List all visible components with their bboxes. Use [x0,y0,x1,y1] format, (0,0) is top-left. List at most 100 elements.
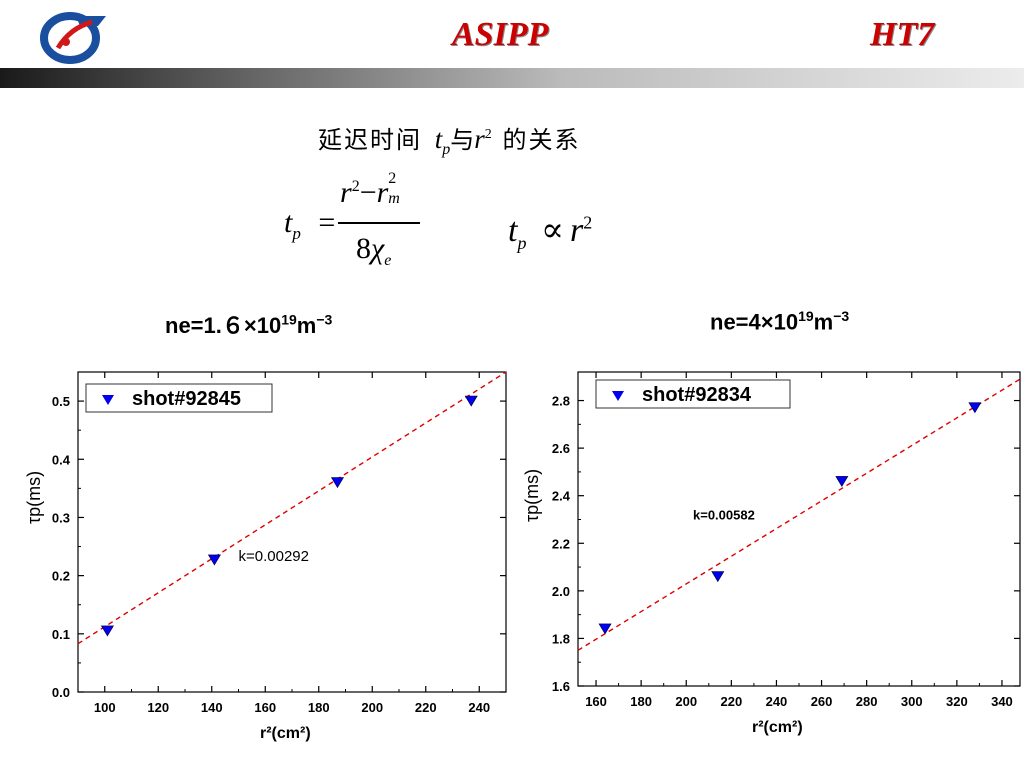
y-tick-label: 0.0 [52,685,70,700]
formula-equals: = [318,206,336,239]
fit-line [77,371,507,645]
x-tick-label: 280 [856,694,878,709]
legend-marker [612,391,624,401]
x-tick-label: 320 [946,694,968,709]
plot-frame [77,371,507,693]
header-title-right: HT7 [870,16,935,53]
heading-p: p [442,141,451,159]
formula-lhs-p: p [292,224,301,243]
data-point [100,625,114,637]
x-tick-label: 240 [766,694,788,709]
y-tick-label: 2.0 [552,584,570,599]
legend-box [85,383,273,413]
scatter-chart-left: 100 120 140 160 180 200 220 240 0.0 0.1 0.2 0.3 0.4 0… [24,371,507,742]
y-tick-label: 0.4 [52,452,71,467]
x-tick-label: 300 [901,694,923,709]
data-point [330,477,345,489]
formula-num-rm-sup: 2 [388,170,397,187]
density-label-left: ne=1.６×1019m−3 [165,308,332,340]
density-right-unit-exp: −3 [833,308,850,324]
x-tick-label: 200 [361,700,383,715]
density-right-exp: 19 [798,308,814,324]
scatter-chart-right: 160 180 200 220 240 260 280 300 320 340 1.6 1.8 2.0 2… [522,371,1021,736]
density-left-unit-exp: −3 [316,311,333,328]
formula-den-8: 8 [356,232,371,265]
formula-den-chi: χ [371,232,385,265]
x-tick-label: 200 [675,694,697,709]
density-right-unit: m [813,309,834,335]
data-point [598,623,612,635]
y-axis-label: τp(ms) [522,469,542,522]
formula-numerator: r2−r 2 m [340,170,402,210]
legend-label: shot#92845 [132,388,241,410]
data-point [968,402,982,414]
y-tick-label: 2.4 [552,489,571,504]
density-left-unit: m [296,313,317,338]
x-tick-label: 260 [811,694,833,709]
formula-prop-sup: 2 [583,212,593,233]
header-logo [36,8,108,64]
formula-prop-t: t [508,212,518,249]
heading-prefix: 延迟时间 [318,126,422,154]
formula-prop-r: r [569,212,584,249]
formula-prop-p: p [517,232,527,253]
header-bar [0,68,1024,88]
data-point [464,395,478,407]
x-tick-label: 180 [630,694,652,709]
x-tick-label: 240 [468,700,490,715]
y-tick-label: 2.2 [552,536,570,551]
formula-fraction-bar [338,222,420,224]
formula-proportional: tp ∝ r2 [508,210,592,257]
heading: 延迟时间 tp与r2 的关系 [318,120,581,160]
formula-num-rm: r [376,176,389,209]
formula-num-sup: 2 [351,178,360,195]
y-tick-label: 1.6 [552,679,570,694]
legend-marker [102,395,114,405]
x-axis-label: r²(cm²) [260,725,311,742]
y-tick-label: 2.8 [552,394,570,409]
x-tick-label: 160 [585,694,607,709]
heading-mid: 与 [450,126,475,154]
x-tick-label: 340 [991,694,1013,709]
legend-label: shot#92834 [642,384,752,406]
y-tick-label: 0.2 [52,569,70,584]
legend-box [595,379,791,409]
fit-annotation: k=0.00292 [239,548,309,565]
formula-lhs-t: t [284,206,293,239]
formula-num-r: r [340,176,352,209]
fit-line [577,378,1021,651]
formula-num-rm-sub: m [388,190,400,207]
y-tick-label: 0.1 [52,627,70,642]
asipp-logo-icon [40,12,106,64]
density-right-base: ne=4×10 [710,309,799,335]
y-tick-label: 0.5 [52,394,70,409]
x-tick-label: 160 [254,700,276,715]
formula-lhs: tp = [284,206,335,246]
formula-minus: − [359,176,377,209]
density-left-exp: 19 [281,311,297,328]
y-tick-label: 1.8 [552,631,570,646]
formula-denominator: 8χe [356,232,391,272]
formula-prop-sym: ∝ [540,212,564,249]
density-label-right: ne=4×1019m−3 [710,308,849,335]
header-title-left: ASIPP [452,16,549,53]
x-axis-label: r²(cm²) [752,719,803,736]
y-axis-label: τp(ms) [24,471,44,524]
y-tick-label: 0.3 [52,510,70,525]
data-point [207,554,221,566]
data-point [711,571,725,583]
x-tick-label: 120 [147,700,169,715]
heading-suffix: 的关系 [502,126,581,154]
x-tick-label: 220 [720,694,742,709]
density-left-base: ne=1.６×10 [165,313,282,338]
heading-r: r [474,124,485,154]
x-tick-label: 100 [94,700,116,715]
fit-annotation: k=0.00582 [693,507,755,522]
heading-t: t [434,124,443,154]
data-point [835,476,849,488]
x-tick-label: 220 [415,700,437,715]
y-tick-label: 2.6 [552,441,570,456]
x-tick-label: 180 [308,700,330,715]
heading-sup: 2 [484,127,492,142]
x-tick-label: 140 [201,700,223,715]
